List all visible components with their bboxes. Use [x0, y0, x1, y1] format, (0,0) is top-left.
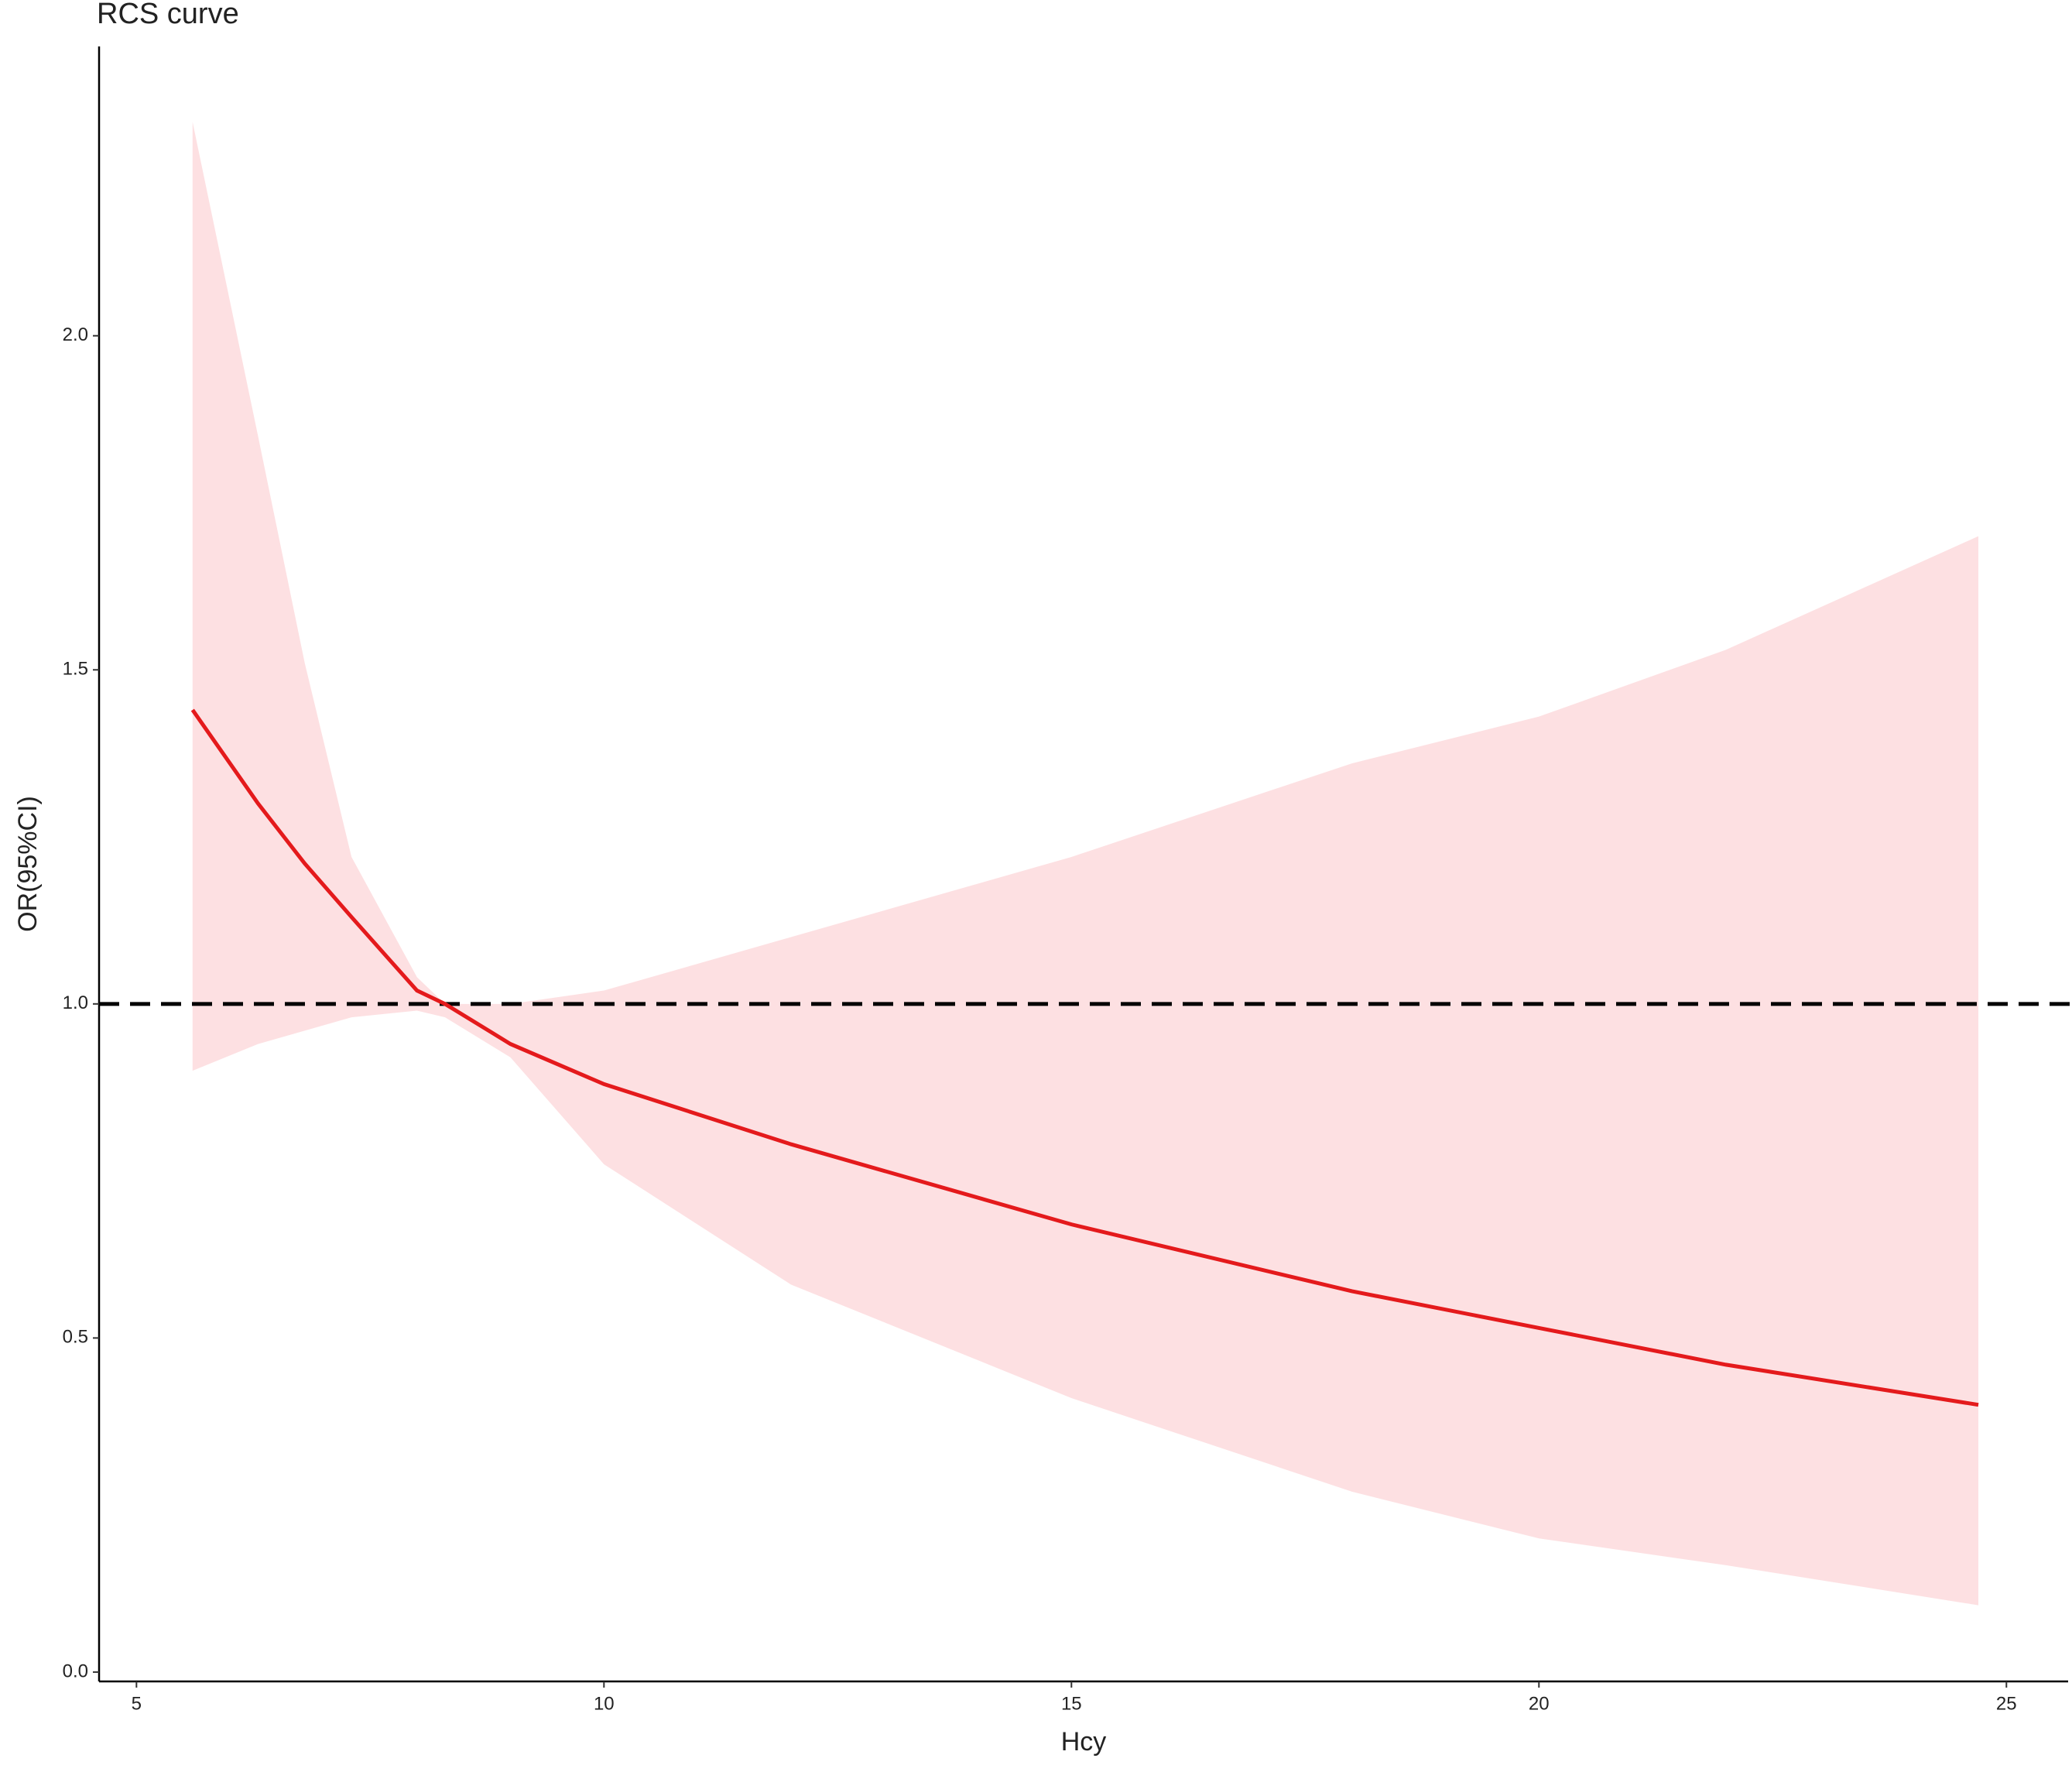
y-tick-label: 1.5	[63, 659, 88, 680]
x-tick-label: 15	[1061, 1693, 1082, 1714]
curve	[190, 708, 1979, 1407]
y-tick-label: 1.0	[63, 992, 88, 1013]
y-tick-label: 2.0	[63, 324, 88, 345]
x-tick-label: 5	[132, 1693, 142, 1714]
y-tick-label: 0.5	[63, 1327, 88, 1348]
ci-band	[192, 122, 1979, 1606]
y-tick-label: 0.0	[63, 1661, 88, 1681]
x-tick-label: 20	[1529, 1693, 1550, 1714]
chart-title: RCS curve	[97, 0, 239, 30]
y-axis-title: OR(95%CI)	[13, 796, 43, 932]
x-tick-label: 10	[594, 1693, 615, 1714]
x-tick-label: 25	[1996, 1693, 2017, 1714]
x-axis-title: Hcy	[1061, 1727, 1107, 1757]
